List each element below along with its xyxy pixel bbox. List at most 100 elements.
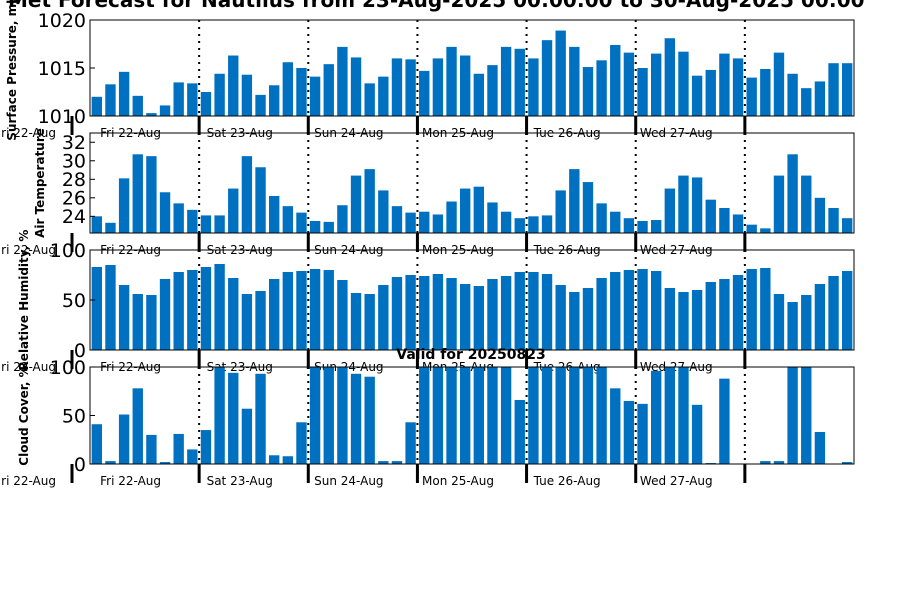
bar — [623, 218, 635, 233]
bar — [678, 292, 689, 350]
y-tick-label: 30 — [62, 151, 86, 173]
bar — [610, 388, 621, 464]
bar — [773, 294, 785, 350]
bar — [432, 367, 444, 464]
y-tick-label: 26 — [62, 188, 86, 210]
bar — [487, 202, 498, 233]
x-tick-label-prev: Fri 22-Aug — [0, 126, 56, 140]
bar — [650, 370, 662, 464]
bar — [841, 271, 853, 350]
bar — [378, 190, 389, 233]
bar — [282, 272, 294, 350]
bar — [255, 373, 266, 464]
x-tick-label-prev: Fri 22-Aug — [0, 243, 56, 257]
bar — [541, 215, 553, 233]
bar — [828, 208, 839, 233]
bar — [719, 53, 730, 116]
bar — [350, 175, 362, 233]
bar — [582, 367, 594, 464]
bar — [296, 68, 307, 116]
bar — [405, 275, 416, 350]
bar — [391, 277, 403, 350]
bar — [378, 76, 389, 116]
bar — [596, 278, 607, 350]
bar — [187, 449, 198, 464]
bar — [678, 175, 689, 233]
y-axis-label: Surface Pressure, mb — [5, 0, 19, 141]
bar — [146, 113, 157, 116]
bar — [187, 270, 198, 350]
bar — [691, 177, 703, 233]
bar — [691, 290, 703, 350]
bar — [200, 430, 212, 464]
y-tick-label: 32 — [62, 132, 86, 154]
bar — [500, 367, 512, 464]
bar — [828, 276, 839, 350]
bar — [841, 218, 853, 233]
bar — [255, 167, 266, 233]
bar — [282, 206, 294, 233]
bar — [691, 404, 703, 464]
bar — [623, 400, 635, 464]
bar — [214, 73, 225, 116]
bar — [596, 367, 607, 464]
bar — [159, 462, 171, 464]
bar — [391, 58, 403, 116]
bar — [105, 461, 116, 464]
x-tick-label: Sun 24-Aug — [314, 474, 383, 488]
bar — [323, 367, 334, 464]
bar — [132, 388, 143, 464]
bar — [187, 83, 198, 116]
bar — [596, 60, 607, 116]
x-tick-label: Mon 25-Aug — [422, 474, 494, 488]
bar — [132, 294, 143, 350]
bar — [528, 367, 539, 464]
bar — [350, 57, 362, 116]
bar — [337, 280, 348, 350]
bar — [173, 433, 184, 464]
bar — [814, 431, 826, 464]
y-tick-label: 50 — [62, 405, 86, 427]
bar — [719, 378, 730, 464]
figure-title: Met Forecast for Nautilus from 23-Aug-20… — [8, 0, 865, 12]
y-tick-label: 28 — [62, 169, 86, 191]
bar — [419, 70, 430, 116]
bar — [528, 272, 539, 350]
bar — [323, 270, 334, 350]
bar — [446, 367, 457, 464]
plot-frame — [89, 132, 855, 234]
bar — [146, 434, 157, 464]
bar — [650, 220, 662, 233]
bar — [200, 92, 212, 116]
y-tick-label: 100 — [50, 240, 86, 262]
y-tick-label: 50 — [62, 290, 86, 312]
bar — [214, 264, 225, 350]
bar — [473, 186, 485, 233]
bar — [801, 88, 812, 116]
x-tick-label: Sat 23-Aug — [207, 474, 273, 488]
bar — [705, 282, 716, 350]
bar — [132, 154, 143, 233]
bar — [432, 214, 444, 233]
bar — [118, 285, 130, 350]
bar — [323, 64, 334, 116]
bar — [459, 367, 471, 464]
bar — [541, 274, 553, 350]
bar — [650, 53, 662, 116]
bar — [364, 294, 375, 350]
bar — [173, 82, 184, 116]
bar — [419, 367, 430, 464]
bar — [760, 68, 771, 116]
bar — [664, 38, 676, 116]
bar — [719, 279, 730, 350]
bar — [337, 46, 348, 116]
bar — [487, 65, 498, 116]
y-tick-label: 0 — [74, 454, 86, 476]
bar — [787, 367, 798, 464]
bar — [801, 295, 812, 350]
bar — [146, 156, 157, 233]
bar — [473, 367, 485, 464]
bar — [255, 291, 266, 350]
bar — [419, 211, 430, 233]
bar — [364, 376, 375, 464]
